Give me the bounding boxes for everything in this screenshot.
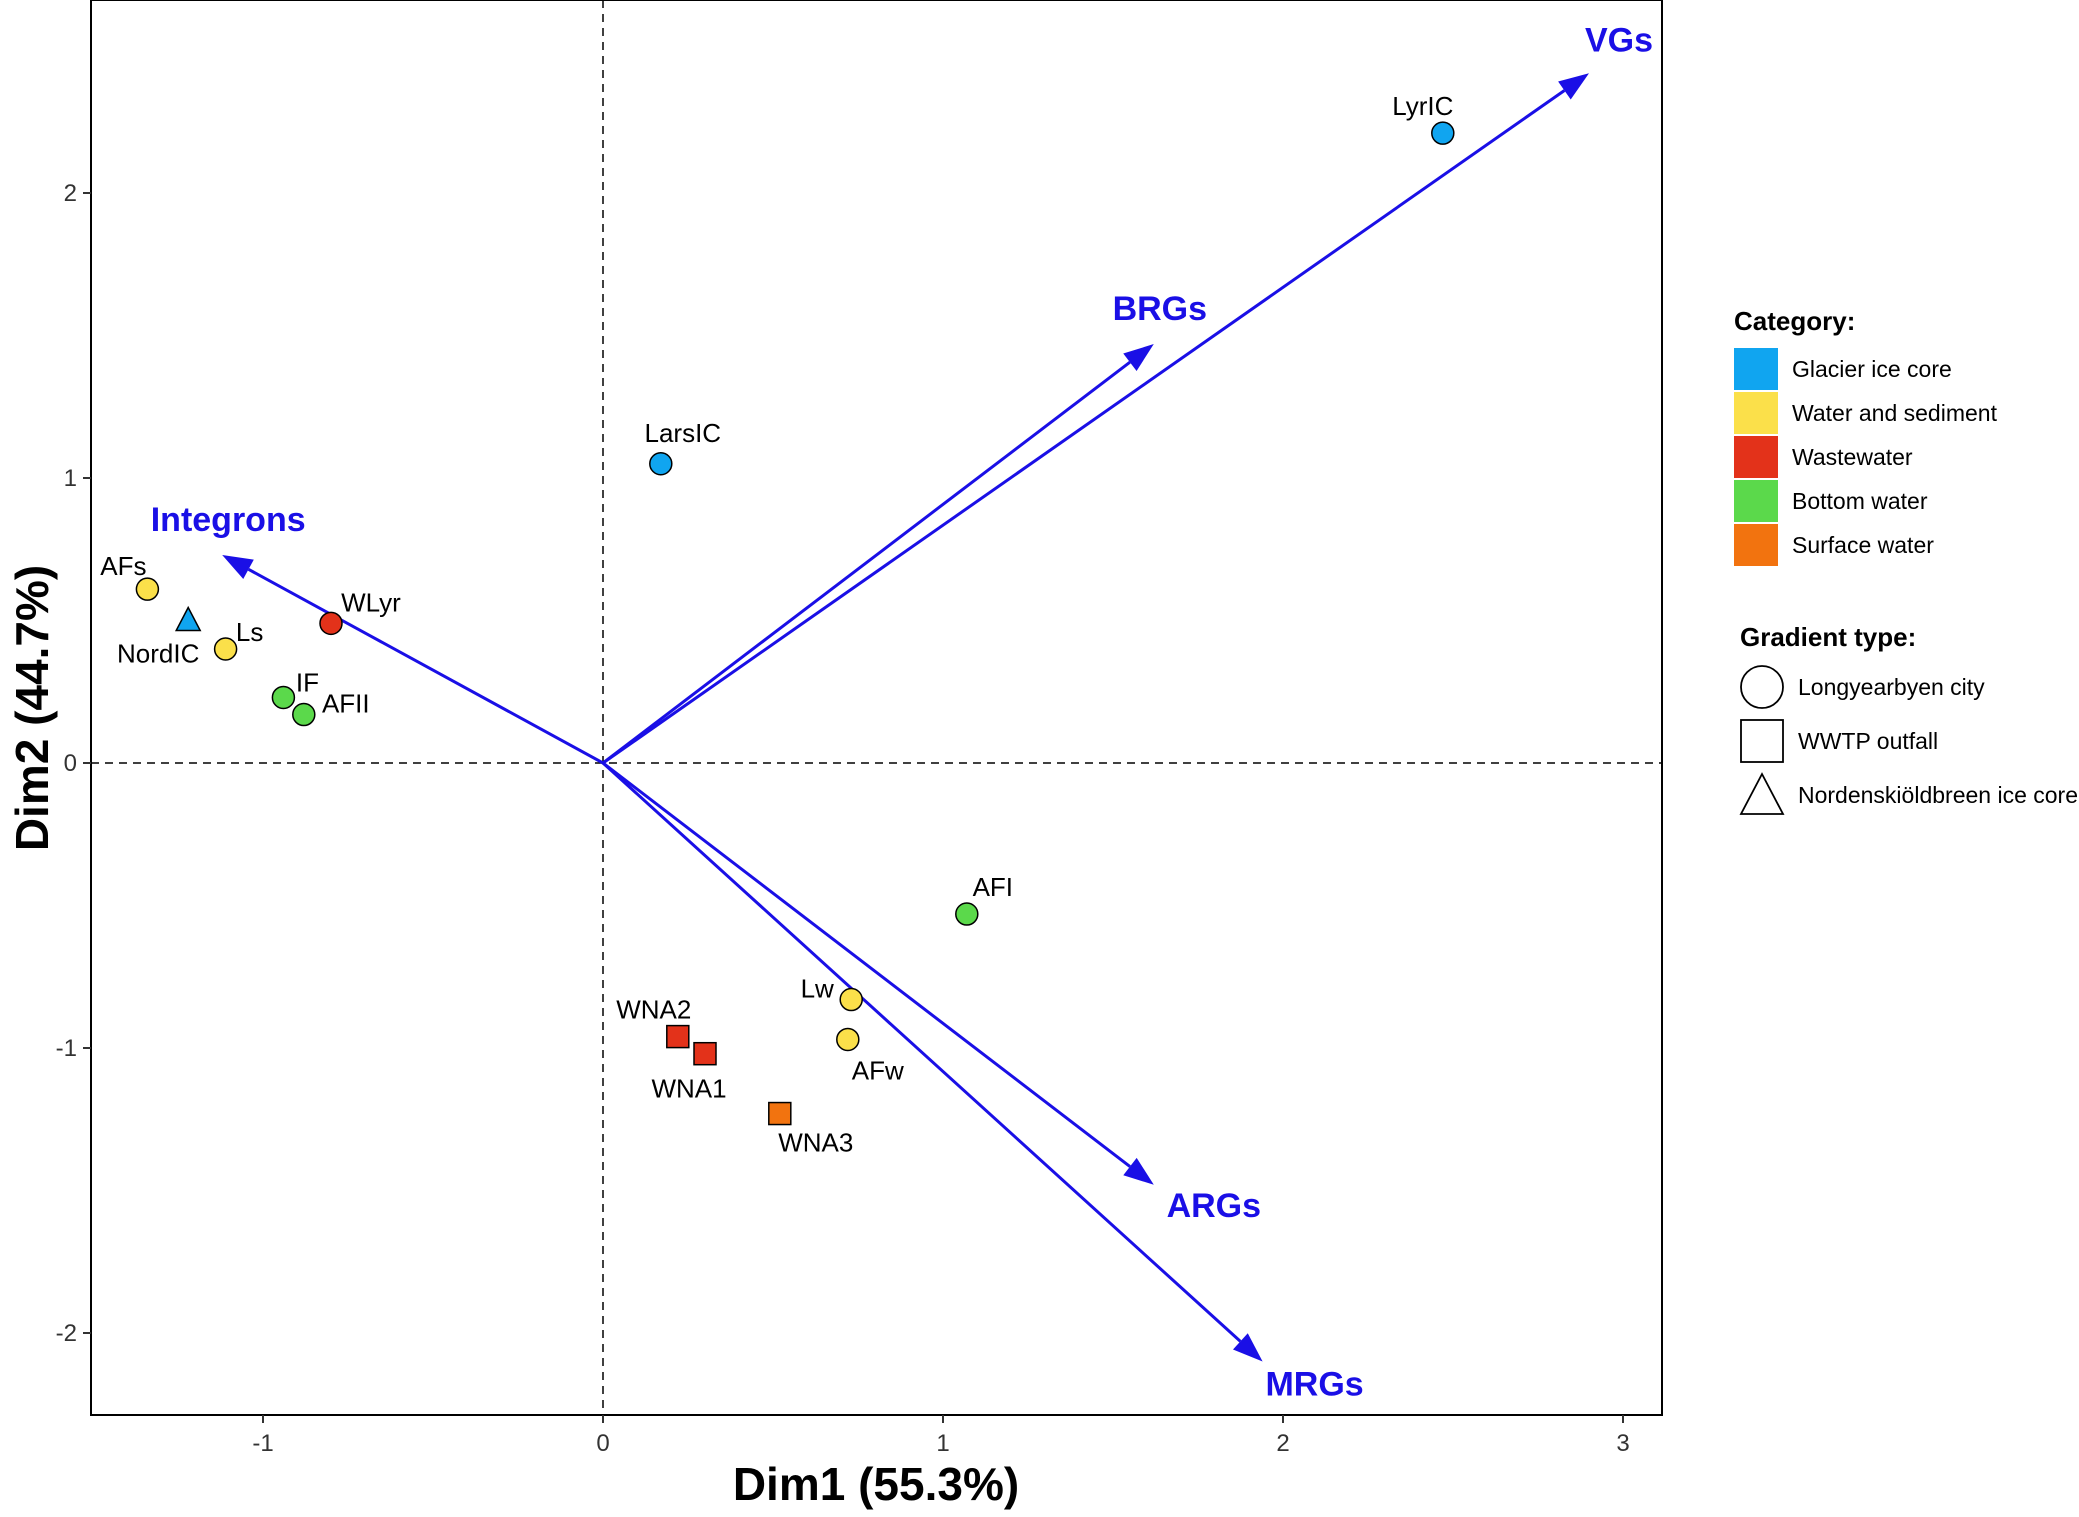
y-tick-label: -1: [56, 1035, 77, 1062]
point-label: WNA2: [616, 995, 691, 1025]
point-label: AFw: [852, 1055, 904, 1085]
vector-label: MRGs: [1265, 1366, 1363, 1404]
legend-category-swatch: [1734, 524, 1778, 566]
point-label: Ls: [236, 617, 263, 647]
y-tick-label: 0: [64, 750, 77, 777]
x-axis-title: Dim1 (55.3%): [733, 1458, 1019, 1510]
legend-category-label: Bottom water: [1792, 488, 1928, 514]
legend-category-label: Glacier ice core: [1792, 356, 1952, 382]
legend-shape-triangle: [1739, 772, 1785, 815]
x-tick-label: 2: [1276, 1430, 1289, 1457]
point-label: Lw: [801, 974, 834, 1004]
vector-line: [602, 89, 1566, 765]
point-marker-circle: [292, 702, 316, 727]
point-label: NordIC: [117, 639, 199, 669]
vector-label: ARGs: [1167, 1187, 1261, 1225]
plot-panel: [90, 0, 1663, 1416]
legend: Category: Glacier ice core Water and sedim…: [1734, 306, 2078, 815]
legend-category-label: Surface water: [1792, 532, 1934, 558]
point-label: LarsIC: [645, 418, 722, 448]
point-label: AFs: [100, 551, 146, 581]
y-tick-label: 1: [64, 465, 77, 492]
point-label: LyrIC: [1392, 91, 1453, 121]
point-marker-circle: [955, 902, 979, 926]
vector-label: BRGs: [1113, 290, 1207, 328]
legend-category-label: Wastewater: [1792, 444, 1913, 470]
legend-category-swatch: [1734, 392, 1778, 434]
point-marker-circle: [319, 611, 343, 636]
reference-lines: [91, 0, 1662, 1415]
point-label: WNA3: [778, 1128, 853, 1158]
point-marker-circle: [839, 987, 863, 1012]
legend-category-label: Water and sediment: [1792, 400, 1998, 426]
x-tick-label: 1: [936, 1430, 949, 1457]
x-tick-label: -1: [252, 1430, 273, 1457]
point-label: IF: [296, 667, 319, 697]
y-tick-label: -2: [56, 1320, 77, 1347]
legend-category-swatch: [1734, 436, 1778, 478]
vector-label: VGs: [1585, 21, 1653, 59]
point-label: AFII: [322, 689, 370, 719]
vector-line: [247, 568, 604, 765]
point-marker-triangle: [174, 605, 202, 632]
point-marker-circle: [271, 685, 296, 710]
legend-shape-label: Nordenskiöldbreen ice core: [1798, 782, 2078, 808]
axis-ticks: -1 0 1 2 3 -2 -1 0 1 2: [56, 180, 1630, 1457]
point-marker-circle: [135, 577, 160, 601]
legend-category-title: Category:: [1734, 306, 1855, 336]
vector-arrowhead: [1123, 344, 1154, 371]
vector-arrowhead: [1558, 73, 1589, 100]
x-tick-label: 3: [1616, 1430, 1629, 1457]
vector-line: [602, 361, 1131, 765]
legend-shape-label: Longyearbyen city: [1798, 674, 1985, 700]
point-marker-circle: [836, 1027, 860, 1052]
vector-line: [601, 761, 1242, 1343]
point-marker-circle: [649, 452, 673, 476]
point-marker-square: [768, 1101, 792, 1126]
point-label: WLyr: [341, 587, 401, 617]
legend-shape-label: WWTP outfall: [1798, 728, 1938, 754]
legend-shape-circle: [1740, 665, 1784, 709]
point-label: WNA1: [651, 1074, 726, 1104]
x-tick-label: 0: [596, 1430, 609, 1457]
legend-shape-square: [1740, 719, 1784, 763]
y-tick-label: 2: [64, 180, 77, 207]
point-marker-circle: [213, 637, 238, 661]
y-axis-title: Dim2 (44.7%): [6, 565, 58, 851]
vector-line: [602, 761, 1131, 1168]
vector-arrowhead: [222, 554, 254, 579]
legend-category-swatch: [1734, 348, 1778, 390]
point-label: AFI: [973, 872, 1013, 902]
vector-label: Integrons: [151, 501, 306, 539]
loading-vectors: VGs BRGs Integrons ARGs MRGs: [151, 21, 1653, 1403]
legend-category-swatch: [1734, 480, 1778, 522]
vector-arrowhead: [1123, 1157, 1154, 1185]
point-marker-circle: [1431, 121, 1455, 145]
point-marker-square: [666, 1024, 690, 1049]
point-marker-square: [693, 1041, 717, 1066]
legend-shape-title: Gradient type:: [1740, 622, 1916, 652]
vector-arrowhead: [1232, 1333, 1263, 1362]
